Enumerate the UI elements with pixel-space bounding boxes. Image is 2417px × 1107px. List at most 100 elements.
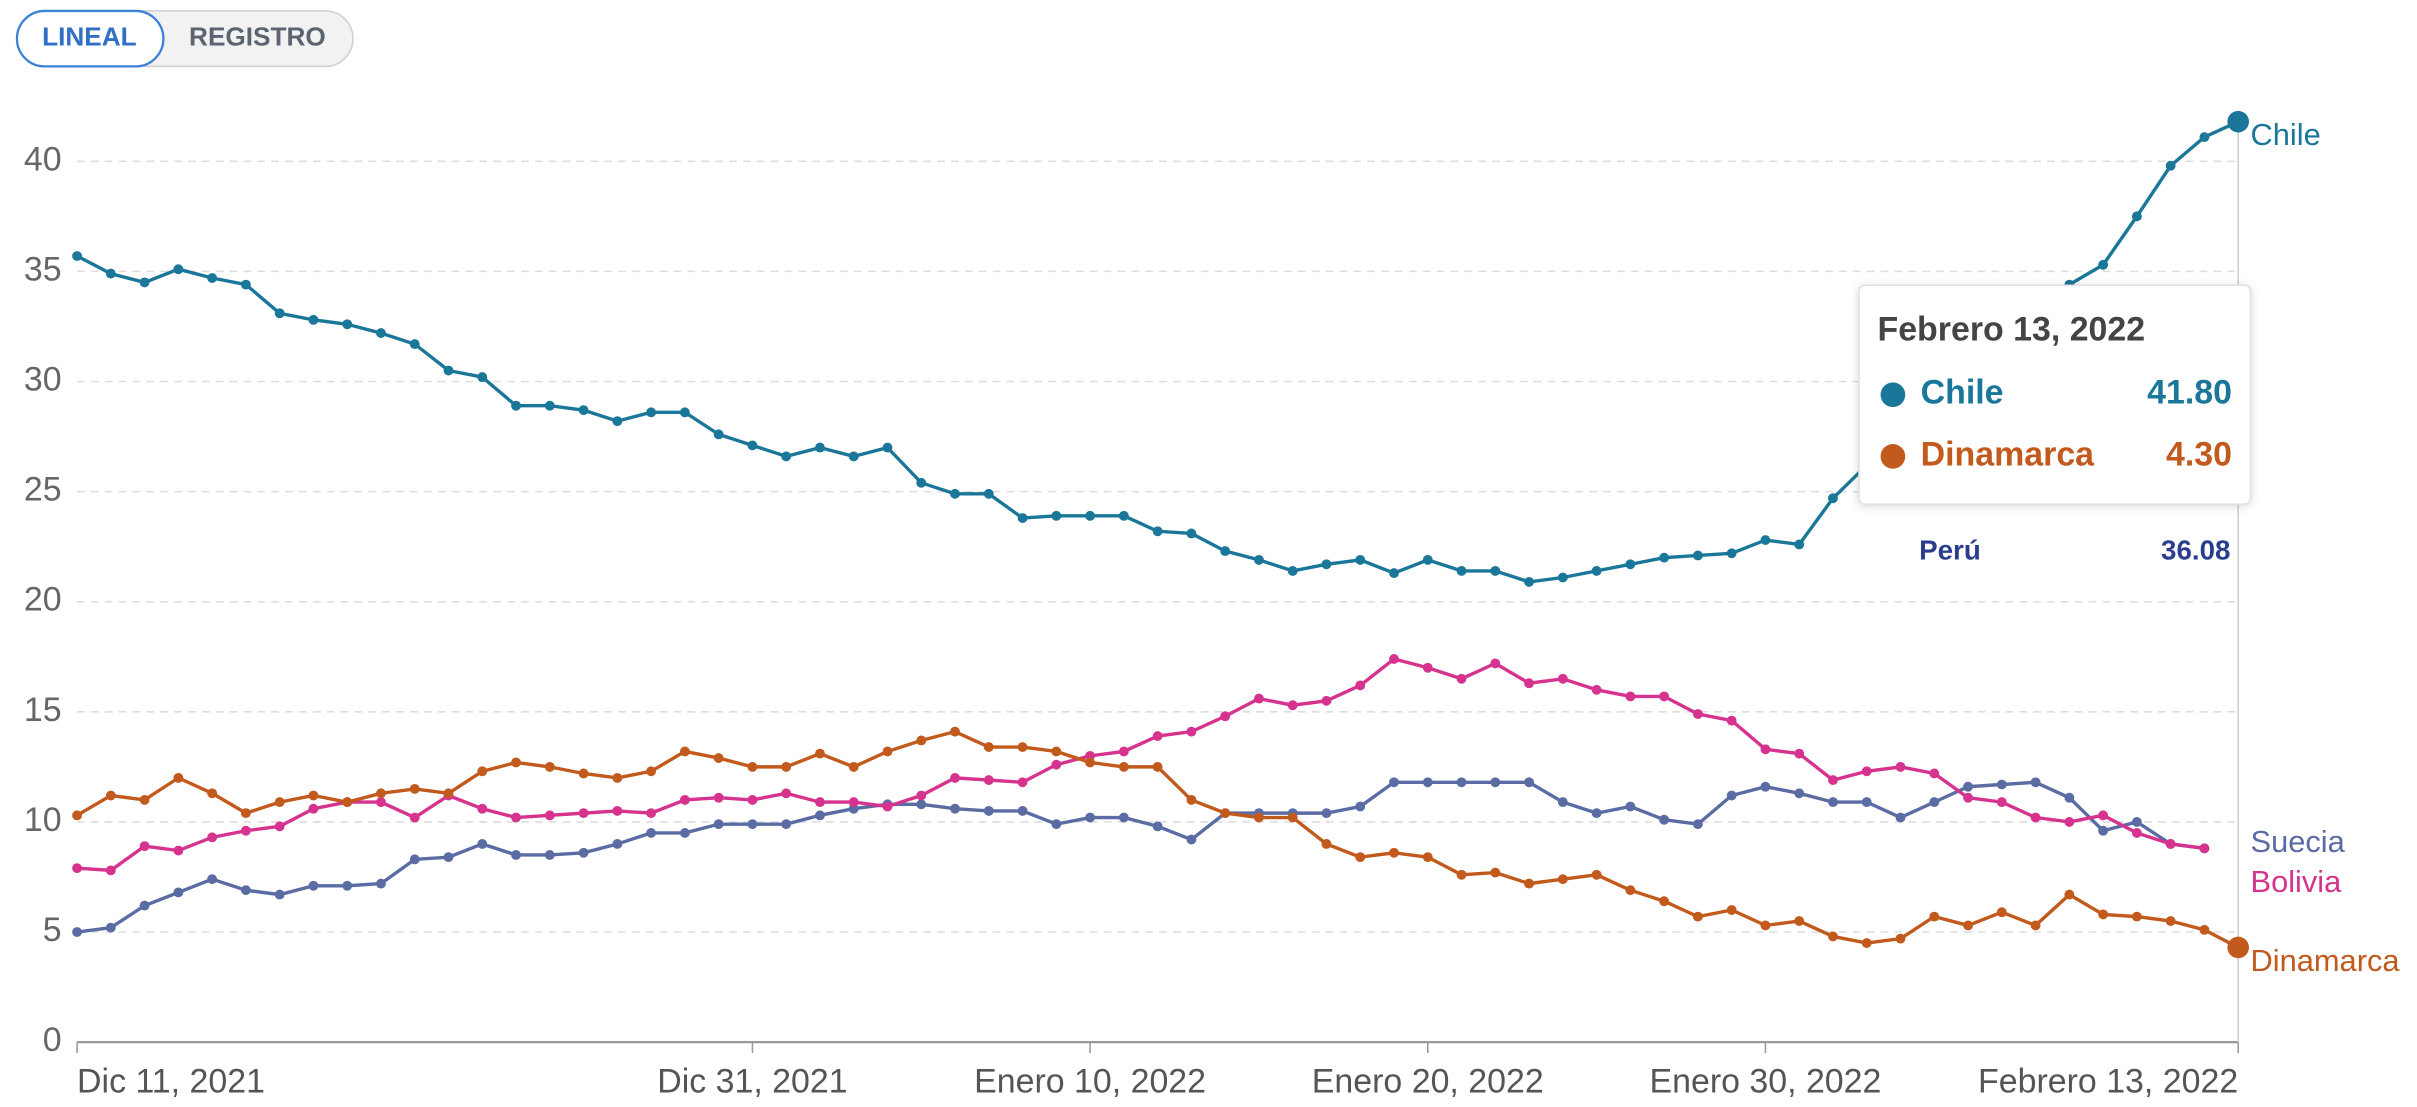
data-point — [308, 314, 319, 325]
data-point — [2064, 792, 2075, 803]
x-tick-label: Enero 30, 2022 — [1650, 1063, 1882, 1101]
data-point — [105, 268, 116, 279]
data-point — [2199, 843, 2210, 854]
data-point — [713, 753, 724, 764]
tooltip-value: 4.30 — [2166, 435, 2232, 473]
data-point — [713, 819, 724, 830]
data-point — [139, 900, 150, 911]
data-point — [2064, 817, 2075, 827]
button-lineal[interactable] — [15, 9, 165, 68]
series-line — [76, 780, 2205, 934]
data-point — [342, 797, 353, 808]
extra-value: 36.08 — [2161, 534, 2230, 565]
data-point — [646, 407, 657, 418]
data-point — [173, 772, 184, 783]
data-point — [376, 788, 386, 799]
data-point — [1152, 761, 1163, 772]
data-point — [1118, 510, 1129, 521]
data-point — [713, 429, 724, 440]
data-point — [1254, 693, 1264, 704]
data-point — [1254, 554, 1264, 565]
data-point — [1321, 559, 1332, 570]
data-point — [916, 735, 927, 746]
tooltip-box — [1858, 284, 2252, 505]
data-point — [443, 365, 454, 376]
data-point — [1186, 794, 1197, 805]
y-tick-label: 25 — [24, 471, 62, 509]
data-point — [781, 761, 792, 772]
data-point — [477, 839, 488, 849]
data-point — [544, 400, 555, 411]
data-point — [2098, 810, 2109, 821]
button-label[interactable]: LINEAL — [42, 22, 137, 52]
tooltip-value: 41.80 — [2147, 374, 2232, 412]
data-point — [240, 825, 251, 836]
data-point — [1085, 757, 1096, 768]
data-point — [1591, 869, 1602, 880]
data-point — [1557, 874, 1568, 885]
data-point — [308, 790, 319, 801]
data-point — [72, 863, 83, 874]
data-point — [105, 865, 116, 876]
data-point — [544, 761, 555, 772]
data-point — [1625, 691, 1636, 702]
data-point — [173, 887, 184, 898]
data-point — [342, 319, 353, 330]
data-point — [950, 803, 960, 814]
data-point — [511, 850, 521, 860]
data-point — [882, 442, 893, 453]
data-point — [1726, 548, 1737, 559]
data-point — [1659, 691, 1670, 702]
data-point — [1996, 779, 2007, 790]
y-tick-label: 40 — [24, 140, 62, 178]
series-line — [76, 657, 2205, 873]
data-point — [781, 819, 792, 830]
data-point — [409, 339, 420, 350]
data-point — [1321, 839, 1332, 849]
data-point — [1287, 565, 1298, 576]
data-point — [2199, 924, 2210, 935]
data-point — [1355, 554, 1366, 565]
data-point — [781, 451, 792, 462]
data-point — [2227, 110, 2249, 133]
series-label: Chile — [2251, 117, 2321, 152]
x-tick-label: Enero 10, 2022 — [974, 1063, 1206, 1101]
y-tick-label: 20 — [24, 581, 62, 619]
plot: 0 5 10 15 20 25 30 35 40 Dic 11, 2021 Dic 31, 2021… — [24, 110, 2400, 1101]
data-point — [1152, 526, 1163, 537]
data-point — [679, 794, 690, 805]
data-point — [1760, 781, 1771, 792]
data-point — [882, 801, 893, 812]
data-point — [1794, 748, 1805, 759]
data-point — [2030, 812, 2041, 823]
data-point — [2030, 777, 2041, 788]
tooltip: Febrero 13, 2022 Chile 41.80 Dinamarca 4.30 — [1858, 284, 2252, 505]
data-point — [1152, 731, 1163, 741]
data-point — [747, 761, 758, 772]
data-point — [1524, 678, 1535, 689]
data-point — [578, 808, 589, 819]
tooltip-name: Chile — [1921, 374, 2004, 412]
data-point — [848, 761, 859, 772]
data-point — [1321, 695, 1332, 706]
data-point — [1456, 869, 1467, 880]
data-point — [1861, 797, 1872, 808]
data-point — [1422, 554, 1433, 565]
data-point — [1017, 513, 1028, 523]
data-point — [1118, 812, 1129, 823]
data-point — [173, 264, 184, 275]
data-point — [544, 810, 555, 821]
data-point — [1186, 726, 1197, 737]
data-point — [1794, 788, 1805, 799]
data-point — [1929, 911, 1940, 922]
data-point — [1456, 673, 1467, 684]
x-tick-label: Dic 11, 2021 — [77, 1063, 265, 1101]
data-point — [173, 845, 184, 856]
button-label[interactable]: REGISTRO — [189, 22, 326, 52]
data-point — [1524, 576, 1535, 587]
data-point — [1254, 812, 1264, 823]
data-point — [983, 805, 994, 816]
data-point — [1557, 797, 1568, 808]
data-point — [207, 832, 218, 843]
